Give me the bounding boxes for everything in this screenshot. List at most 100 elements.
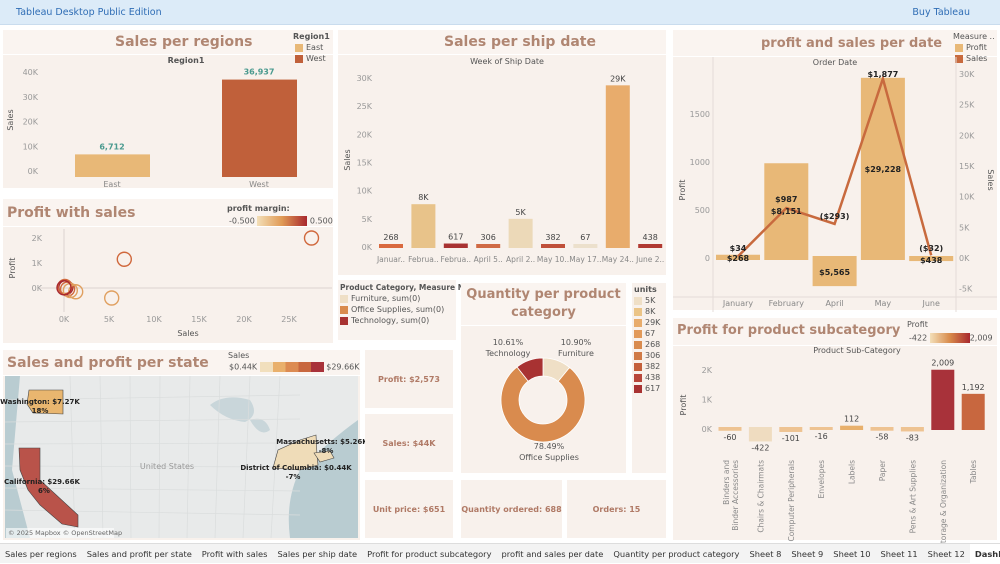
sheet-tab[interactable]: Sheet 12 bbox=[927, 548, 965, 559]
state-massachusetts[interactable] bbox=[313, 450, 335, 463]
legend-item[interactable]: 438 bbox=[634, 373, 660, 382]
state-border bbox=[4, 418, 301, 423]
panel-title: Sales per regions bbox=[115, 34, 253, 50]
sheet-tab[interactable]: profit and sales per date bbox=[501, 548, 604, 559]
swatch bbox=[340, 316, 348, 325]
sheet-tab[interactable]: Profit for product subcategory bbox=[367, 548, 492, 559]
sheet-tab[interactable]: Sheet 8 bbox=[749, 548, 782, 559]
state-border bbox=[4, 442, 301, 445]
legend-label: 8K bbox=[645, 307, 656, 316]
state-border bbox=[186, 375, 191, 539]
ocean bbox=[288, 420, 358, 538]
swatch bbox=[634, 329, 642, 338]
title-bar: Tableau Desktop Public Edition Buy Table… bbox=[0, 0, 1000, 25]
profit-with-sales-panel: Profit with sales profit margin: -0.500 … bbox=[3, 199, 333, 343]
swatch bbox=[634, 351, 642, 360]
great-lakes bbox=[210, 397, 270, 433]
kpi-sales: Sales: $44K bbox=[365, 414, 453, 472]
state-new-york[interactable] bbox=[272, 434, 319, 471]
state-border bbox=[69, 375, 76, 539]
ocean bbox=[5, 376, 30, 538]
legend-title: Product Category, Measure N.. bbox=[340, 283, 470, 292]
legend-item[interactable]: Office Supplies, sum(0) bbox=[340, 305, 444, 314]
state-border bbox=[270, 375, 281, 539]
legend-title: Region1 bbox=[293, 32, 330, 41]
legend-item[interactable]: 29K bbox=[634, 318, 660, 327]
profit-margin-legend: -0.500 0.500 bbox=[229, 216, 333, 226]
legend-title: Sales bbox=[228, 351, 250, 360]
panel-title: Profit for product subcategory bbox=[677, 323, 901, 338]
legend-item[interactable]: 306 bbox=[634, 351, 660, 360]
legend-title: profit margin: bbox=[227, 204, 290, 213]
panel-title: Quantity per product category bbox=[466, 287, 621, 320]
state-california[interactable] bbox=[18, 447, 79, 528]
legend-item[interactable]: 8K bbox=[634, 307, 655, 316]
map-copyright: © 2025 Mapbox © OpenStreetMap bbox=[8, 529, 122, 537]
panel-title: Sales and profit per state bbox=[7, 355, 209, 371]
legend-item[interactable]: 617 bbox=[634, 384, 660, 393]
state-border bbox=[242, 375, 251, 539]
legend-label: Office Supplies, sum(0) bbox=[351, 305, 445, 314]
sheet-tab[interactable]: Sales per ship date bbox=[277, 548, 358, 559]
state-pct: -8% bbox=[319, 447, 334, 455]
legend-label: 67 bbox=[645, 329, 656, 338]
legend-label: Furniture, sum(0) bbox=[351, 294, 421, 303]
sheet-tab[interactable]: Profit with sales bbox=[201, 548, 268, 559]
state-pct: 18% bbox=[32, 407, 49, 415]
swatch bbox=[634, 307, 642, 316]
panel-title: profit and sales per date bbox=[761, 36, 943, 51]
profit-sales-per-date-panel: profit and sales per date Measure .. Pro… bbox=[673, 30, 997, 310]
kpi-profit: Profit: $2,573 bbox=[365, 350, 453, 408]
state-border bbox=[99, 375, 104, 539]
legend-item[interactable]: 268 bbox=[634, 340, 660, 349]
app-title: Tableau Desktop Public Edition bbox=[16, 7, 162, 18]
state-label: Washington: $7.27K bbox=[0, 398, 80, 406]
swatch bbox=[634, 373, 642, 382]
kpi-quantity-ordered: Quantity ordered: 688 bbox=[461, 480, 562, 538]
legend-item-west[interactable]: West bbox=[295, 54, 326, 63]
state-pct: -7% bbox=[286, 473, 301, 481]
legend-title: units bbox=[634, 285, 657, 294]
sheet-tab[interactable]: Dashboard 1 bbox=[969, 543, 1000, 564]
legend-title: Profit bbox=[907, 320, 928, 329]
legend-item[interactable]: 382 bbox=[634, 362, 660, 371]
sheet-tab-bar: Sales per regions Sales and profit per st… bbox=[0, 543, 1000, 564]
state-pct: 6% bbox=[38, 487, 50, 495]
buy-tableau-link[interactable]: Buy Tableau bbox=[912, 7, 970, 18]
legend-item[interactable]: 67 bbox=[634, 329, 655, 338]
legend-item-sales[interactable]: Sales bbox=[955, 54, 987, 63]
swatch bbox=[634, 384, 642, 393]
state-label: California: $29.66K bbox=[4, 478, 80, 486]
state-border bbox=[214, 375, 221, 539]
swatch bbox=[340, 305, 348, 314]
units-legend: units 5K 8K 29K 67 268 306 382 438 617 bbox=[632, 283, 666, 473]
legend-label: 268 bbox=[645, 340, 661, 349]
legend-item[interactable]: Furniture, sum(0) bbox=[340, 294, 420, 303]
sheet-tab[interactable]: Sales per regions bbox=[5, 548, 77, 559]
sheet-tab[interactable]: Sheet 10 bbox=[833, 548, 871, 559]
sales-color-legend: $0.44K $29.66K bbox=[229, 362, 360, 372]
legend-label: 438 bbox=[645, 373, 661, 382]
legend-label: Technology, sum(0) bbox=[351, 316, 430, 325]
legend-item-profit[interactable]: Profit bbox=[955, 43, 987, 52]
legend-title: Measure .. bbox=[953, 32, 995, 41]
legend-item-east[interactable]: East bbox=[295, 43, 323, 52]
swatch bbox=[634, 340, 642, 349]
sheet-tab[interactable]: Sheet 11 bbox=[880, 548, 918, 559]
legend-label: 5K bbox=[645, 296, 656, 305]
legend-label: 617 bbox=[645, 384, 661, 393]
profit-color-legend: -422 2,009 bbox=[909, 333, 993, 343]
sheet-tab[interactable]: Sales and profit per state bbox=[86, 548, 192, 559]
legend-label: 382 bbox=[645, 362, 661, 371]
kpi-unit-price: Unit price: $651 bbox=[365, 480, 453, 538]
state-border bbox=[158, 375, 161, 539]
legend-item[interactable]: Technology, sum(0) bbox=[340, 316, 429, 325]
sheet-tab[interactable]: Sheet 9 bbox=[791, 548, 824, 559]
sheet-tab[interactable]: Quantity per product category bbox=[613, 548, 740, 559]
state-washington[interactable] bbox=[26, 389, 64, 415]
swatch bbox=[634, 318, 642, 327]
swatch bbox=[634, 362, 642, 371]
legend-item[interactable]: 5K bbox=[634, 296, 655, 305]
